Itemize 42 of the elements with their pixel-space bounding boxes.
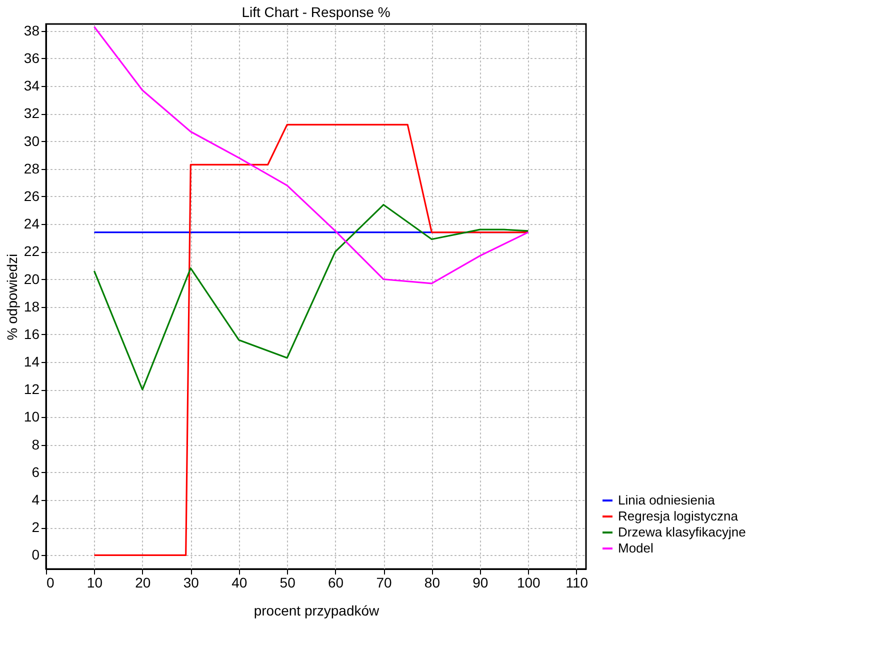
y-tick-label: 38 (24, 22, 40, 38)
legend-label: Linia odniesienia (618, 492, 716, 508)
x-tick-label: 60 (328, 574, 344, 590)
y-tick-label: 24 (24, 216, 40, 232)
y-tick-label: 10 (24, 408, 40, 425)
chart-title: Lift Chart - Response % (242, 4, 390, 20)
x-axis-title: procent przypadków (254, 602, 380, 618)
y-tick-label: 12 (24, 381, 40, 398)
y-tick-label: 32 (24, 105, 40, 122)
line-series (93, 26, 529, 284)
y-tick-label: 28 (24, 160, 40, 176)
y-tick-label: 36 (24, 50, 40, 66)
y-tick-label: 14 (24, 354, 40, 370)
x-tick-label: 110 (566, 574, 588, 590)
x-tick-label: 10 (86, 574, 103, 590)
y-tick-label: 30 (24, 132, 40, 149)
x-tick-label: 90 (472, 574, 488, 590)
y-tick-label: 20 (24, 270, 40, 287)
y-tick-label: 8 (32, 436, 40, 452)
x-tick-label: 20 (135, 574, 151, 590)
y-tick-label: 18 (24, 298, 40, 314)
y-tick-label: 26 (24, 188, 40, 204)
y-tick-label: 22 (24, 243, 40, 260)
y-tick-label: 4 (32, 492, 40, 508)
x-tick-label: 70 (376, 574, 392, 590)
legend-label: Regresja logistyczna (618, 508, 739, 524)
y-tick-label: 0 (32, 546, 40, 563)
line-series (93, 124, 529, 556)
x-tick-label: 30 (183, 574, 200, 590)
legend-label: Model (618, 540, 654, 556)
x-tick-label: 0 (46, 574, 54, 590)
y-tick-label: 34 (24, 78, 40, 94)
x-tick-label: 100 (516, 574, 541, 590)
legend-label: Drzewa klasyfikacyjne (618, 524, 746, 540)
x-tick-label: 40 (232, 574, 248, 590)
y-tick-label: 16 (24, 326, 40, 342)
y-tick-label: 6 (32, 464, 40, 480)
line-series (93, 204, 529, 390)
x-tick-label: 80 (424, 574, 440, 590)
y-tick-label: 2 (32, 519, 40, 536)
y-axis-title: % odpowiedzi (4, 254, 20, 340)
x-tick-label: 50 (280, 574, 296, 590)
